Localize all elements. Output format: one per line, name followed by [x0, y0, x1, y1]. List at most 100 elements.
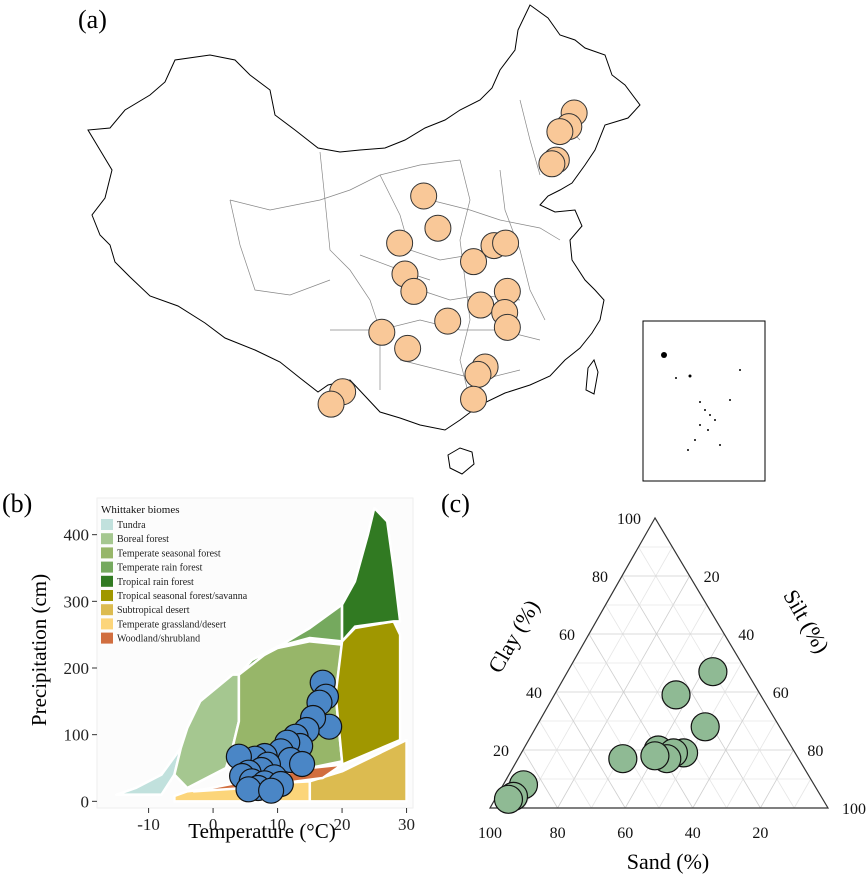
sand-tick-0: 100 [478, 825, 502, 842]
ternary-grid-line-19 [539, 720, 592, 809]
whittaker-points [225, 669, 343, 804]
whittaker-point-24 [235, 776, 262, 803]
clay-tick-0: 20 [493, 743, 509, 760]
map-site-point-12 [492, 229, 520, 257]
legend-swatch-0 [101, 519, 113, 530]
ternary-point-7 [640, 741, 670, 771]
ternary-chart: 20 40 60 80 100 20 40 60 80 100 100 80 60 40 20 Clay (… [478, 511, 866, 874]
china-outline [87, 4, 641, 431]
south-china-sea-inset [642, 320, 766, 482]
silt-tick-1: 40 [738, 627, 754, 644]
ternary-grid-line-23 [760, 749, 794, 809]
clay-axis-title: Clay (%) [483, 595, 545, 677]
ternary-point-11 [493, 784, 524, 814]
legend-swatch-8 [101, 632, 113, 644]
ternary-grid-line-17 [692, 691, 760, 809]
legend-label-3: Temperate rain forest [117, 563, 203, 574]
x-tick-label-0: -10 [137, 815, 160, 834]
x-tick-label-1: 0 [209, 815, 218, 834]
clay-tick-3: 80 [592, 569, 608, 586]
ternary-point-2 [690, 712, 720, 742]
ternary-grid-line-2 [523, 546, 673, 809]
ternary-grid-line-22 [522, 749, 558, 809]
inset-islands [661, 352, 741, 451]
y-tick-label-2: 200 [64, 659, 90, 678]
silt-tick-2: 60 [773, 685, 789, 702]
map-site-point-7 [386, 229, 414, 257]
silt-tick-4: 100 [842, 801, 866, 818]
map-site-point-17 [434, 307, 462, 335]
y-tick-label-3: 300 [64, 592, 90, 611]
legend-swatch-4 [101, 575, 113, 587]
biome-region-2 [308, 738, 408, 803]
map-site-point-24 [317, 390, 345, 418]
ternary-grid-line-26 [793, 778, 812, 809]
sand-axis-title: Sand (%) [627, 849, 709, 874]
whittaker-x-title: Temperature (°C) [188, 819, 335, 843]
map-site-point-22 [460, 385, 488, 413]
legend-label-1: Boreal forest [117, 534, 169, 545]
whittaker-y-title: Precipitation (cm) [27, 574, 51, 726]
panel-a-label: (a) [78, 5, 107, 34]
legend-label-8: Woodland/shrubland [117, 634, 200, 645]
map-site-point-19 [394, 334, 422, 362]
x-tick-label-3: 20 [334, 815, 351, 834]
hainan-outline [447, 447, 475, 475]
biome-legend: Whittaker biomes Tundra Boreal forest Tempe… [101, 504, 248, 645]
map-site-point-18 [368, 318, 396, 346]
legend-swatch-3 [101, 561, 113, 573]
ternary-grid-line-13 [572, 662, 660, 809]
legend-swatch-1 [101, 533, 113, 545]
legend-swatch-7 [101, 618, 113, 630]
clay-tick-1: 40 [526, 685, 542, 702]
taiwan-outline [585, 358, 599, 395]
ternary-grid-line-7 [605, 604, 727, 809]
silt-tick-3: 80 [807, 743, 823, 760]
ternary-point-1 [661, 680, 691, 710]
ternary-ticks: 20 40 60 80 100 20 40 60 80 100 100 80 60 40 20 [478, 511, 866, 842]
whittaker-point-11 [288, 750, 316, 778]
map-site-point-5 [410, 182, 438, 210]
biome-region-8 [340, 506, 402, 643]
map-site-point-21 [464, 360, 492, 388]
ternary-grid-line-8 [591, 604, 708, 809]
legend-label-5: Tropical seasonal forest/savanna [117, 591, 248, 602]
map-sites [317, 99, 588, 418]
clay-tick-2: 60 [559, 627, 575, 644]
ternary-grid-line-20 [726, 720, 777, 809]
sand-tick-4: 20 [752, 825, 768, 842]
legend-swatch-6 [101, 604, 113, 616]
ternary-points [493, 657, 728, 814]
ternary-grid-line-16 [555, 691, 626, 809]
panel-c-label: (c) [441, 489, 470, 518]
y-tick-label-1: 100 [64, 726, 90, 745]
legend-label-7: Temperate grassland/desert [117, 619, 226, 630]
map-site-point-14 [467, 291, 495, 319]
legend-label-6: Subtropical desert [117, 605, 190, 616]
y-tick-label-0: 0 [81, 792, 90, 811]
ternary-frame [488, 516, 830, 809]
silt-axis-title: Silt (%) [778, 585, 834, 657]
map-site-point-2 [546, 118, 574, 146]
silt-tick-0: 20 [704, 569, 720, 586]
map-site-point-9 [400, 277, 428, 305]
legend-label-4: Tropical rain forest [117, 577, 194, 588]
legend-title: Whittaker biomes [101, 504, 180, 516]
x-tick-label-4: 30 [398, 815, 415, 834]
sand-tick-3: 40 [685, 825, 701, 842]
map-site-point-4 [538, 150, 566, 178]
map-site-point-16 [493, 313, 521, 341]
clay-tick-4: 100 [617, 511, 641, 528]
ternary-point-0 [698, 657, 728, 687]
ternary-point-8 [608, 744, 638, 774]
x-tick-label-2: 10 [269, 815, 286, 834]
panel-b-label: (b) [2, 489, 32, 518]
china-map [87, 4, 766, 482]
ternary-grid [488, 516, 830, 809]
y-tick-label-4: 400 [64, 526, 90, 545]
legend-swatch-5 [101, 590, 113, 601]
legend-label-2: Temperate seasonal forest [117, 548, 221, 559]
biome-region-7 [334, 620, 402, 766]
